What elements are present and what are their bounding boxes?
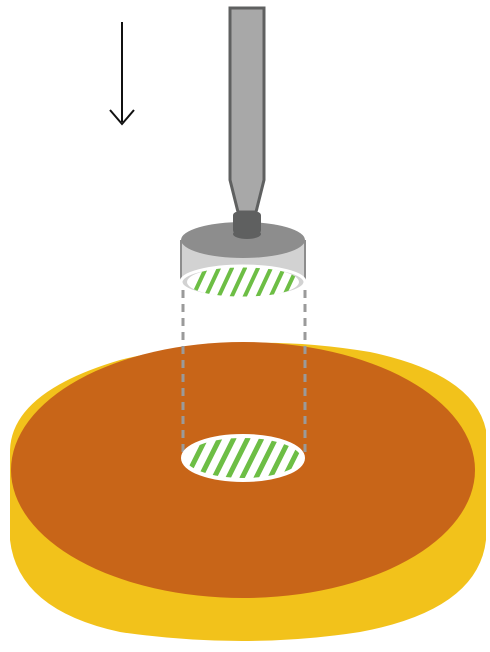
petri-dish (10, 342, 486, 641)
down-arrow-icon (109, 22, 135, 126)
stamp-sample-face (179, 264, 307, 300)
rod (228, 6, 266, 214)
agar-sample-area (181, 434, 305, 482)
stamp-tool (179, 6, 307, 300)
cylinder-top (181, 222, 305, 258)
